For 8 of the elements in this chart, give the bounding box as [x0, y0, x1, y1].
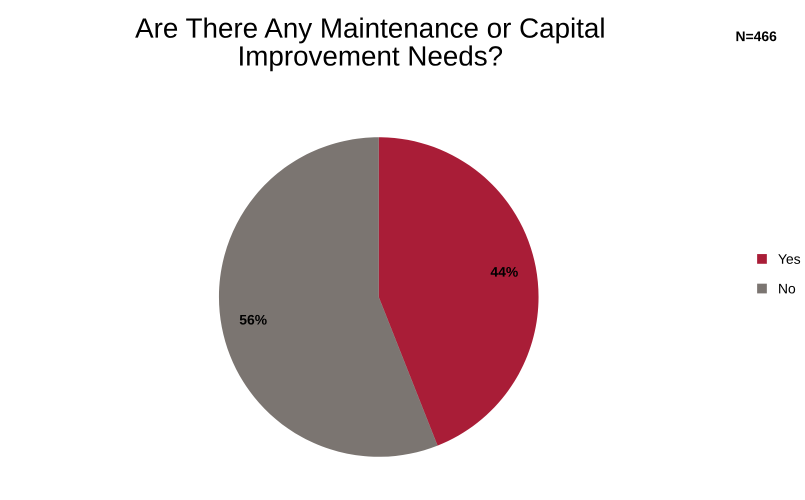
pie-slice [378, 137, 539, 446]
data-label: 56% [240, 314, 267, 325]
legend-label: Yes [778, 254, 800, 264]
legend-label: No [779, 284, 796, 294]
chart-title: Are There Any Maintenance or Capital Improvement Needs? [135, 18, 604, 72]
data-label: 44% [490, 266, 518, 277]
text: N=466 [736, 31, 776, 42]
pie-slice [218, 137, 438, 457]
